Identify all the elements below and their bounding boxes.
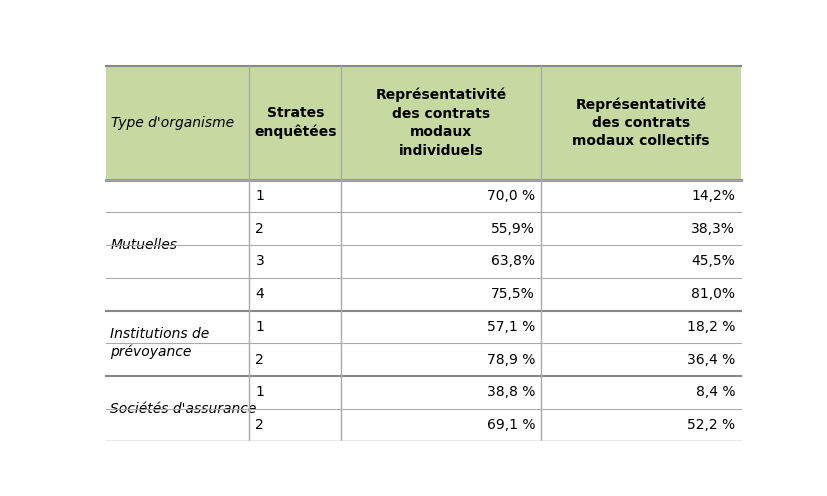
Text: 3: 3 — [256, 254, 265, 268]
Text: Représentativité
des contrats
modaux
individuels: Représentativité des contrats modaux ind… — [375, 88, 507, 158]
Text: 70,0 %: 70,0 % — [487, 189, 535, 203]
Text: 75,5%: 75,5% — [491, 287, 535, 301]
Text: 8,4 %: 8,4 % — [696, 385, 735, 399]
Text: 2: 2 — [256, 353, 265, 367]
Text: 14,2%: 14,2% — [691, 189, 735, 203]
Bar — [107, 65, 741, 180]
Text: Institutions de
prévoyance: Institutions de prévoyance — [110, 327, 209, 359]
Text: Sociétés d'assurance: Sociétés d'assurance — [110, 402, 256, 416]
Text: 69,1 %: 69,1 % — [486, 418, 535, 432]
Text: 55,9%: 55,9% — [491, 222, 535, 236]
Text: 4: 4 — [256, 287, 265, 301]
Text: 52,2 %: 52,2 % — [687, 418, 735, 432]
Text: 38,8 %: 38,8 % — [486, 385, 535, 399]
Text: 45,5%: 45,5% — [691, 254, 735, 268]
Text: 81,0%: 81,0% — [691, 287, 735, 301]
Text: 18,2 %: 18,2 % — [686, 320, 735, 334]
Text: Représentativité
des contrats
modaux collectifs: Représentativité des contrats modaux col… — [572, 97, 710, 148]
Text: 2: 2 — [256, 418, 265, 432]
Text: 1: 1 — [256, 189, 265, 203]
Text: 1: 1 — [256, 320, 265, 334]
Text: 38,3%: 38,3% — [691, 222, 735, 236]
Bar — [107, 180, 741, 441]
Text: 2: 2 — [256, 222, 265, 236]
Text: 1: 1 — [256, 385, 265, 399]
Text: 57,1 %: 57,1 % — [487, 320, 535, 334]
Text: Strates
enquêtées: Strates enquêtées — [254, 106, 337, 139]
Text: Mutuelles: Mutuelles — [110, 238, 177, 252]
Text: Type d'organisme: Type d'organisme — [111, 116, 234, 129]
Text: 78,9 %: 78,9 % — [486, 353, 535, 367]
Text: 36,4 %: 36,4 % — [686, 353, 735, 367]
Text: 63,8%: 63,8% — [491, 254, 535, 268]
